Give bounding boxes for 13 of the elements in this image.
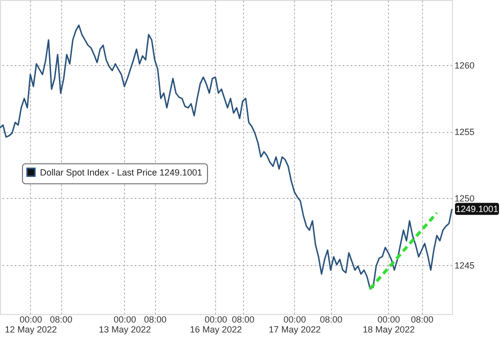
y-tick-label: 1255 — [454, 127, 475, 138]
x-tick-label: 00:00 17 May 2022 — [268, 314, 321, 334]
text: 1249.1001 — [456, 204, 498, 214]
y-tick-label: 1260 — [454, 60, 475, 71]
x-tick-label: 08:00 — [232, 314, 254, 324]
x-tick-label: 08:00 — [320, 314, 342, 324]
x-tick-label: 08:00 — [410, 314, 434, 324]
y-tick-label: 1250 — [454, 194, 475, 204]
x-tick-label: 08:00 — [144, 314, 166, 324]
x-tick-label: 08:00 — [50, 314, 72, 324]
line-series — [0, 24, 453, 290]
legend-label: Dollar Spot Index - Last Price 1249.1001 — [40, 167, 202, 178]
y-tick-label: 1245 — [454, 260, 475, 270]
